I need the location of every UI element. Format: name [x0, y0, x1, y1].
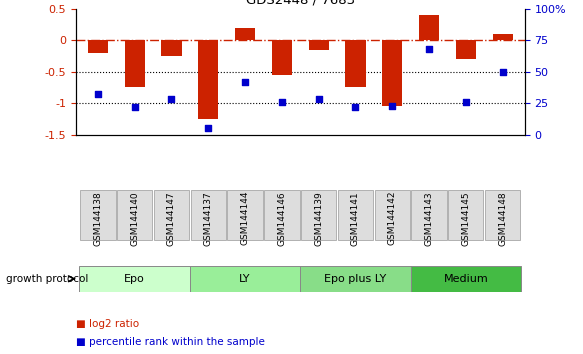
- Text: GSM144148: GSM144148: [498, 191, 507, 246]
- Text: growth protocol: growth protocol: [6, 274, 88, 284]
- Bar: [198, 40, 219, 119]
- FancyBboxPatch shape: [79, 266, 190, 292]
- FancyBboxPatch shape: [300, 266, 410, 292]
- FancyBboxPatch shape: [80, 190, 115, 240]
- Point: [240, 79, 250, 85]
- Bar: [235, 28, 255, 40]
- Bar: [493, 34, 512, 40]
- FancyBboxPatch shape: [338, 190, 373, 240]
- FancyBboxPatch shape: [154, 190, 189, 240]
- FancyBboxPatch shape: [117, 190, 152, 240]
- Bar: [419, 15, 439, 40]
- Point: [203, 125, 213, 131]
- FancyBboxPatch shape: [301, 190, 336, 240]
- Title: GDS2448 / 7683: GDS2448 / 7683: [245, 0, 355, 6]
- Text: Epo plus LY: Epo plus LY: [324, 274, 387, 284]
- Text: GSM144141: GSM144141: [351, 191, 360, 246]
- Point: [314, 97, 324, 102]
- Point: [351, 104, 360, 110]
- Text: GSM144140: GSM144140: [130, 191, 139, 246]
- Bar: [456, 40, 476, 59]
- FancyBboxPatch shape: [227, 190, 263, 240]
- FancyBboxPatch shape: [191, 190, 226, 240]
- Text: Medium: Medium: [444, 274, 488, 284]
- Point: [388, 103, 397, 108]
- Point: [93, 91, 103, 97]
- Text: ■ log2 ratio: ■ log2 ratio: [76, 319, 139, 329]
- FancyBboxPatch shape: [485, 190, 520, 240]
- Text: GSM144147: GSM144147: [167, 191, 176, 246]
- Text: LY: LY: [239, 274, 251, 284]
- Text: GSM144144: GSM144144: [241, 191, 250, 245]
- FancyBboxPatch shape: [412, 190, 447, 240]
- Text: ■ percentile rank within the sample: ■ percentile rank within the sample: [76, 337, 265, 347]
- FancyBboxPatch shape: [190, 266, 300, 292]
- FancyBboxPatch shape: [448, 190, 483, 240]
- Text: GSM144145: GSM144145: [461, 191, 470, 246]
- Bar: [125, 40, 145, 87]
- Text: GSM144138: GSM144138: [93, 191, 103, 246]
- Point: [498, 69, 507, 75]
- Point: [424, 46, 434, 52]
- Bar: [308, 40, 329, 50]
- Point: [130, 104, 139, 110]
- Text: GSM144146: GSM144146: [278, 191, 286, 246]
- Point: [277, 99, 286, 105]
- Point: [461, 99, 470, 105]
- FancyBboxPatch shape: [264, 190, 300, 240]
- Bar: [161, 40, 181, 56]
- Bar: [272, 40, 292, 75]
- Text: GSM144137: GSM144137: [203, 191, 213, 246]
- Point: [167, 97, 176, 102]
- Text: GSM144142: GSM144142: [388, 191, 397, 245]
- FancyBboxPatch shape: [374, 190, 410, 240]
- Text: GSM144139: GSM144139: [314, 191, 323, 246]
- Text: Epo: Epo: [124, 274, 145, 284]
- Bar: [382, 40, 402, 106]
- Bar: [88, 40, 108, 53]
- Text: GSM144143: GSM144143: [424, 191, 434, 246]
- Bar: [345, 40, 366, 87]
- FancyBboxPatch shape: [410, 266, 521, 292]
